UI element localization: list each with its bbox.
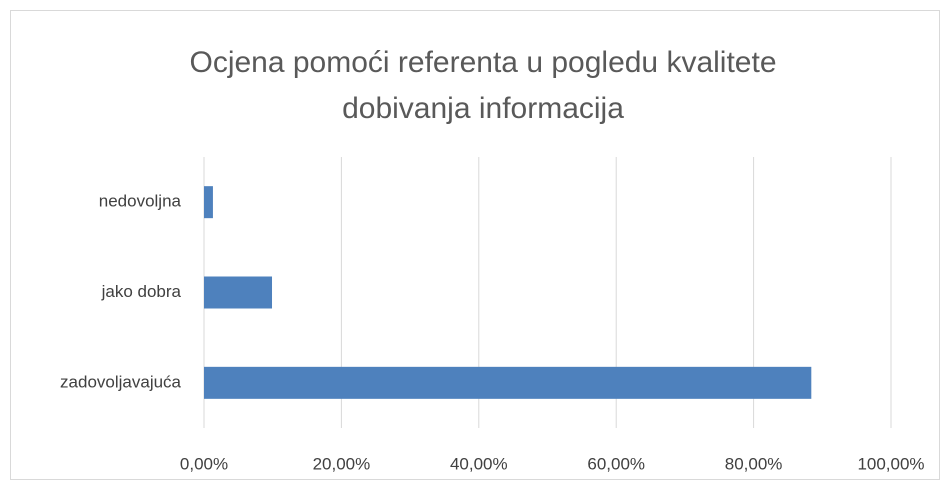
x-tick-label: 20,00% — [313, 454, 371, 473]
bar — [204, 276, 273, 309]
y-tick-label: jako dobra — [101, 282, 182, 301]
y-tick-label: nedovoljna — [99, 192, 182, 211]
x-tick-label: 40,00% — [450, 454, 508, 473]
chart-title: Ocjena pomoći referenta u pogledu kvalit… — [189, 46, 777, 125]
x-tick-label: 100,00% — [857, 454, 924, 473]
chart-border — [10, 10, 940, 480]
x-tick-label: 60,00% — [587, 454, 645, 473]
y-tick-label: zadovoljavajuća — [60, 372, 182, 391]
bar — [204, 186, 213, 219]
x-tick-label: 80,00% — [725, 454, 783, 473]
bar — [204, 366, 812, 399]
x-tick-label: 0,00% — [180, 454, 228, 473]
